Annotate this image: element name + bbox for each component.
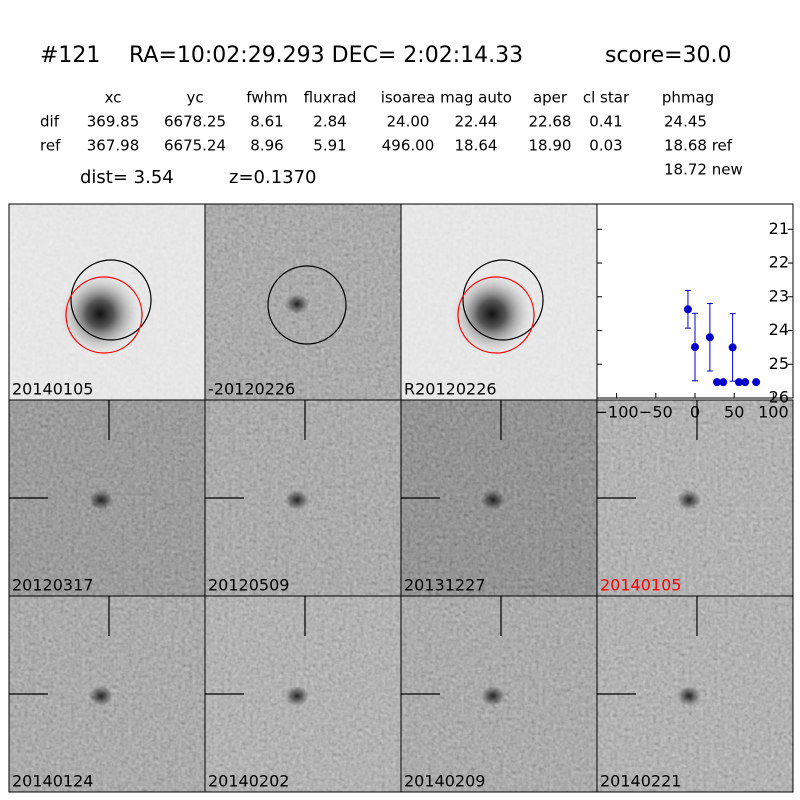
cell: 5.91 bbox=[313, 137, 346, 155]
cell: 0.03 bbox=[589, 137, 622, 155]
cell: 0.41 bbox=[589, 113, 622, 131]
source bbox=[285, 294, 309, 314]
cell: 496.00 bbox=[382, 137, 435, 155]
panel-label: 20140202 bbox=[208, 772, 289, 791]
column-header: isoarea bbox=[381, 89, 436, 107]
source bbox=[89, 490, 113, 510]
panel-label: 20140209 bbox=[404, 772, 485, 791]
cell: 18.90 bbox=[529, 137, 572, 155]
data-point bbox=[734, 378, 743, 387]
aperture-circle bbox=[462, 259, 544, 341]
cell: 22.44 bbox=[455, 113, 498, 131]
y-tick-label: 25 bbox=[769, 354, 789, 373]
column-header: fwhm bbox=[246, 89, 287, 107]
x-tick-label: 50 bbox=[724, 403, 744, 422]
column-header: phmag bbox=[662, 89, 714, 107]
column-header: xc bbox=[105, 89, 122, 107]
phmag-new: 18.72 new bbox=[664, 161, 743, 179]
cell: 24.00 bbox=[387, 113, 430, 131]
y-tick-label: 24 bbox=[769, 320, 789, 339]
source bbox=[677, 490, 701, 510]
panel-label: 20140105 bbox=[600, 576, 681, 595]
cell: 22.68 bbox=[529, 113, 572, 131]
y-tick-label: 23 bbox=[769, 286, 789, 305]
cell: 6675.24 bbox=[164, 137, 226, 155]
aperture-circle bbox=[65, 276, 143, 354]
data-point bbox=[719, 378, 728, 387]
galaxy bbox=[55, 269, 145, 359]
data-point bbox=[712, 378, 721, 387]
cell: 6678.25 bbox=[164, 113, 226, 131]
redshift: z=0.1370 bbox=[229, 167, 317, 188]
panel-frame bbox=[596, 595, 794, 793]
x-tick-label: −50 bbox=[639, 403, 673, 422]
y-tick-label: 21 bbox=[769, 219, 789, 238]
source bbox=[285, 686, 309, 706]
panel-label: 20140124 bbox=[12, 772, 93, 791]
panel-label: 20120317 bbox=[12, 576, 93, 595]
row-label: ref bbox=[40, 137, 61, 155]
panel-label: R20120226 bbox=[404, 380, 497, 399]
y-tick-label: 22 bbox=[769, 253, 789, 272]
aperture-circle bbox=[267, 265, 347, 345]
x-tick-label: 0 bbox=[690, 403, 700, 422]
data-point bbox=[741, 378, 750, 387]
data-point bbox=[683, 305, 692, 314]
panel-label: 20131227 bbox=[404, 576, 485, 595]
panel-label: 20140105 bbox=[12, 380, 93, 399]
column-header: mag auto bbox=[440, 89, 512, 107]
cell: 369.85 bbox=[87, 113, 140, 131]
source bbox=[481, 490, 505, 510]
cell: 2.84 bbox=[313, 113, 346, 131]
data-point bbox=[691, 343, 699, 352]
cell: 8.96 bbox=[250, 137, 283, 155]
panel-label: -20120226 bbox=[208, 380, 295, 399]
column-header: yc bbox=[186, 89, 203, 107]
cell: 24.45 bbox=[664, 113, 707, 131]
x-tick-label: 100 bbox=[758, 403, 789, 422]
x-tick-label: −100 bbox=[595, 403, 639, 422]
column-header: fluxrad bbox=[304, 89, 357, 107]
candidate-id: #121 bbox=[40, 43, 100, 68]
panel-label: 20140221 bbox=[600, 772, 681, 791]
column-header: cl star bbox=[583, 89, 630, 107]
cell: 18.68 ref bbox=[664, 137, 733, 155]
data-point bbox=[728, 343, 737, 352]
row-label: dif bbox=[40, 113, 60, 131]
y-tick-label: 26 bbox=[769, 388, 789, 407]
source bbox=[481, 686, 505, 706]
data-point bbox=[752, 378, 761, 387]
cell: 367.98 bbox=[87, 137, 140, 155]
coordinates: RA=10:02:29.293 DEC= 2:02:14.33 bbox=[129, 43, 523, 68]
source bbox=[677, 686, 701, 706]
distance: dist= 3.54 bbox=[80, 167, 174, 188]
column-header: aper bbox=[533, 89, 568, 107]
source bbox=[89, 686, 113, 706]
source bbox=[285, 490, 309, 510]
aperture-circle bbox=[457, 276, 535, 354]
panel-label: 20120509 bbox=[208, 576, 289, 595]
aperture-circle bbox=[70, 259, 152, 341]
data-point bbox=[705, 333, 714, 342]
galaxy bbox=[447, 269, 537, 359]
cell: 8.61 bbox=[250, 113, 283, 131]
score: score=30.0 bbox=[605, 43, 732, 68]
cell: 18.64 bbox=[455, 137, 498, 155]
